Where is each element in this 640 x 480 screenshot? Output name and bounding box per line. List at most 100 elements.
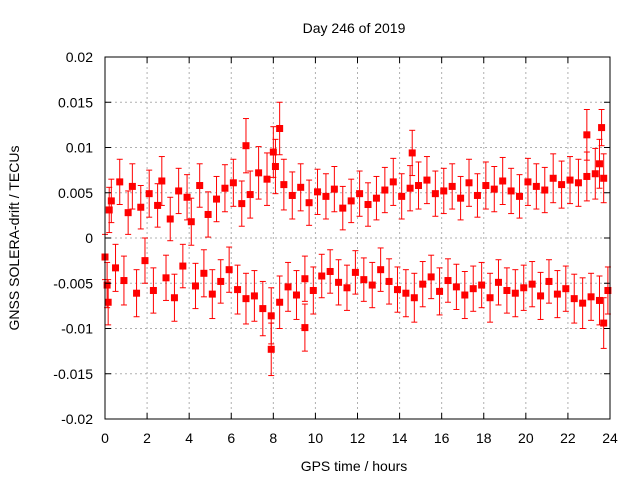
marker: [314, 188, 322, 196]
data-point: [263, 152, 271, 206]
marker: [494, 278, 502, 286]
data-point: [158, 156, 166, 206]
marker: [507, 187, 515, 195]
data-point: [415, 161, 423, 210]
data-point: [351, 250, 359, 295]
x-tick-label: 24: [602, 430, 618, 446]
data-point: [368, 261, 376, 309]
marker: [440, 187, 448, 195]
x-tick-label: 12: [350, 430, 366, 446]
marker: [406, 184, 414, 192]
marker: [503, 286, 511, 294]
data-point: [486, 272, 494, 323]
marker: [267, 312, 275, 320]
marker: [410, 294, 418, 302]
data-point: [600, 297, 608, 349]
y-tick-label: -0.015: [53, 366, 93, 382]
data-point: [191, 262, 199, 310]
marker: [368, 281, 376, 289]
data-point: [583, 108, 591, 161]
y-tick-label: 0: [85, 230, 93, 246]
y-tick-label: -0.01: [61, 321, 93, 337]
data-point: [516, 174, 524, 219]
marker: [419, 280, 427, 288]
marker: [276, 124, 284, 132]
marker: [124, 209, 132, 217]
marker: [330, 185, 338, 193]
data-point: [377, 247, 385, 292]
data-point: [452, 263, 460, 310]
data-point: [524, 157, 532, 206]
y-tick-label: 0.02: [66, 49, 93, 65]
data-point: [250, 270, 258, 322]
data-point: [141, 237, 149, 284]
data-point: [566, 156, 574, 205]
marker: [408, 149, 416, 157]
marker: [280, 181, 288, 189]
data-point: [276, 101, 284, 156]
data-point: [128, 163, 136, 210]
marker: [149, 286, 157, 294]
data-point: [389, 157, 397, 206]
marker: [103, 281, 111, 289]
marker: [133, 289, 141, 297]
marker: [297, 183, 305, 191]
x-tick-label: 10: [308, 430, 324, 446]
y-tick-label: -0.005: [53, 275, 93, 291]
data-point: [499, 156, 507, 206]
marker: [271, 163, 279, 171]
marker: [574, 179, 582, 187]
data-point: [579, 277, 587, 329]
marker: [524, 178, 532, 186]
data-point: [545, 259, 553, 304]
data-point: [297, 163, 305, 212]
marker: [246, 191, 254, 199]
marker: [461, 291, 469, 299]
data-point: [322, 173, 330, 220]
marker: [196, 182, 204, 190]
data-point: [318, 253, 326, 299]
x-tick-label: 14: [392, 430, 408, 446]
data-point: [431, 170, 439, 217]
marker: [482, 182, 490, 190]
data-point: [408, 129, 416, 177]
marker: [166, 215, 174, 223]
y-tick-label: 0.015: [58, 94, 93, 110]
x-tick-label: 22: [560, 430, 576, 446]
marker: [423, 176, 431, 184]
marker: [385, 277, 393, 285]
marker: [269, 148, 277, 156]
marker: [465, 179, 473, 187]
marker: [372, 194, 380, 202]
marker: [183, 193, 191, 201]
marker: [415, 182, 423, 190]
data-point: [137, 185, 145, 230]
data-point: [419, 261, 427, 308]
marker: [499, 177, 507, 185]
marker: [191, 282, 199, 290]
marker: [343, 284, 351, 292]
data-point: [255, 146, 263, 200]
data-points: [101, 101, 612, 377]
marker: [478, 281, 486, 289]
data-point: [196, 163, 204, 208]
marker: [562, 285, 570, 293]
data-point: [284, 261, 292, 312]
x-tick-label: 18: [476, 430, 492, 446]
marker: [104, 298, 112, 306]
data-point: [242, 118, 250, 174]
axis-ticks: [104, 56, 611, 420]
data-point: [549, 153, 557, 204]
marker: [116, 178, 124, 186]
marker: [600, 174, 608, 182]
data-point: [393, 266, 401, 313]
data-point: [145, 169, 153, 218]
data-point: [217, 259, 225, 304]
marker: [360, 276, 368, 284]
marker: [532, 182, 540, 190]
marker: [381, 186, 389, 194]
y-tick-label: 0.01: [66, 140, 93, 156]
data-point: [410, 272, 418, 323]
marker: [263, 175, 271, 183]
